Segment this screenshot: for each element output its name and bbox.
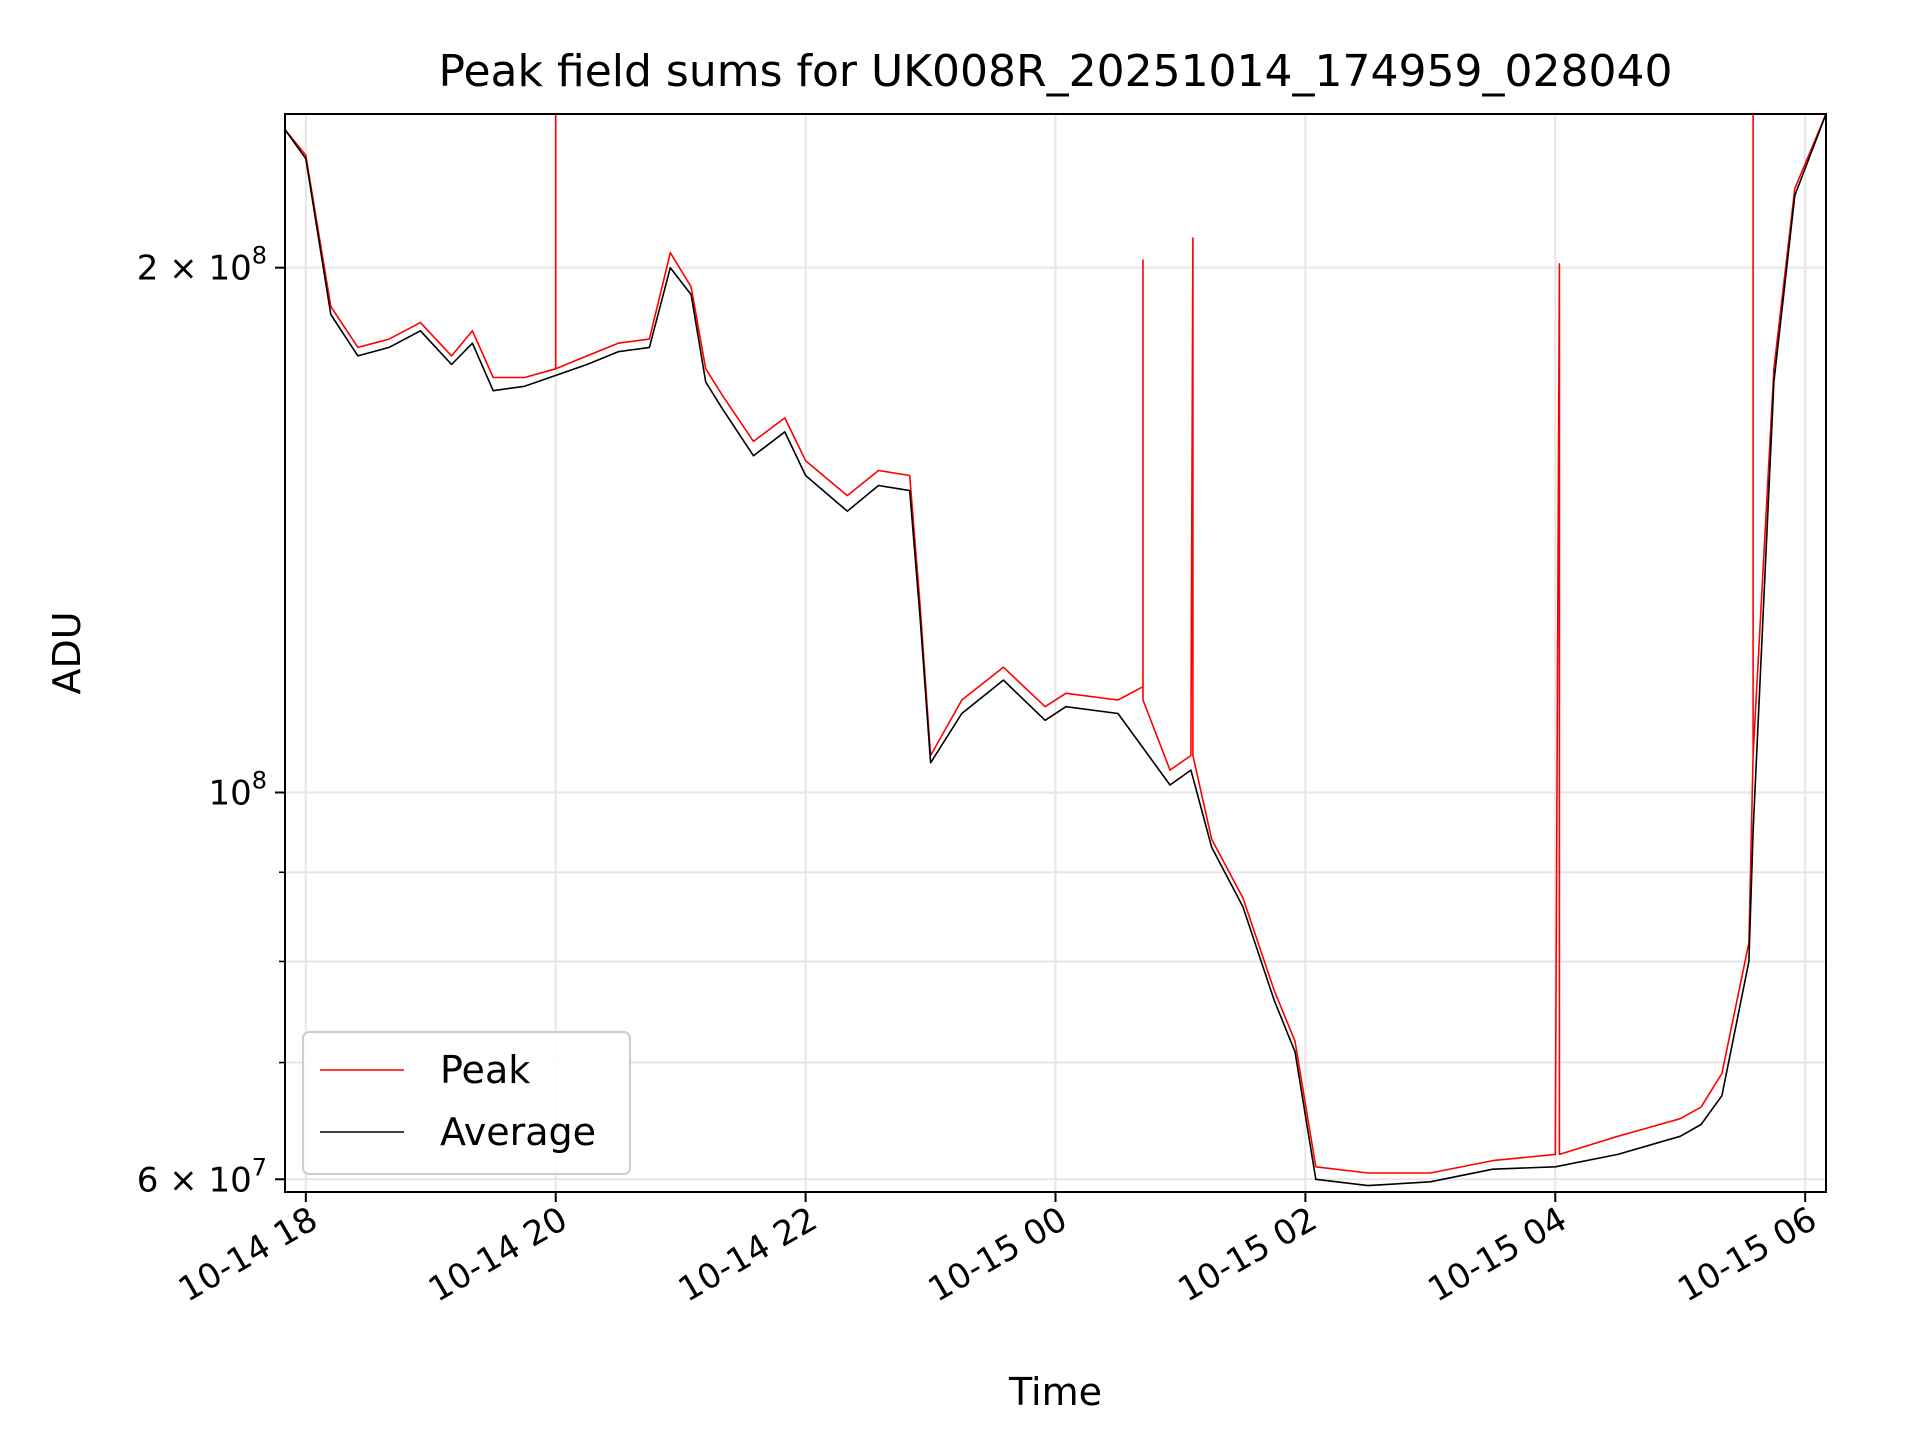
y-tick-label: 108 [208, 766, 267, 813]
y-tick-label: 6 × 107 [137, 1153, 267, 1200]
legend-label-peak: Peak [440, 1048, 530, 1092]
series-line-peak [284, 113, 1827, 1174]
x-tick-label: 10-14 22 [672, 1199, 824, 1310]
x-axis-label: Time [1008, 1370, 1102, 1414]
chart-title: Peak field sums for UK008R_20251014_1749… [439, 46, 1673, 97]
x-tick-label: 10-15 02 [1171, 1199, 1323, 1310]
x-tick-label: 10-15 04 [1421, 1199, 1573, 1310]
legend-box [302, 1031, 631, 1175]
legend: Peak Average [302, 1031, 631, 1175]
grid [285, 114, 1826, 1192]
x-tick-label: 10-14 18 [172, 1199, 324, 1310]
legend-label-average: Average [440, 1110, 596, 1154]
y-axis-label: ADU [45, 611, 89, 694]
plot-lines [284, 113, 1827, 1187]
x-tick-label: 10-15 00 [922, 1199, 1074, 1310]
series-line-average [284, 113, 1827, 1187]
y-tick-label: 2 × 108 [137, 242, 267, 289]
x-tick-label: 10-14 20 [422, 1199, 574, 1310]
x-tick-label: 10-15 06 [1671, 1199, 1823, 1310]
